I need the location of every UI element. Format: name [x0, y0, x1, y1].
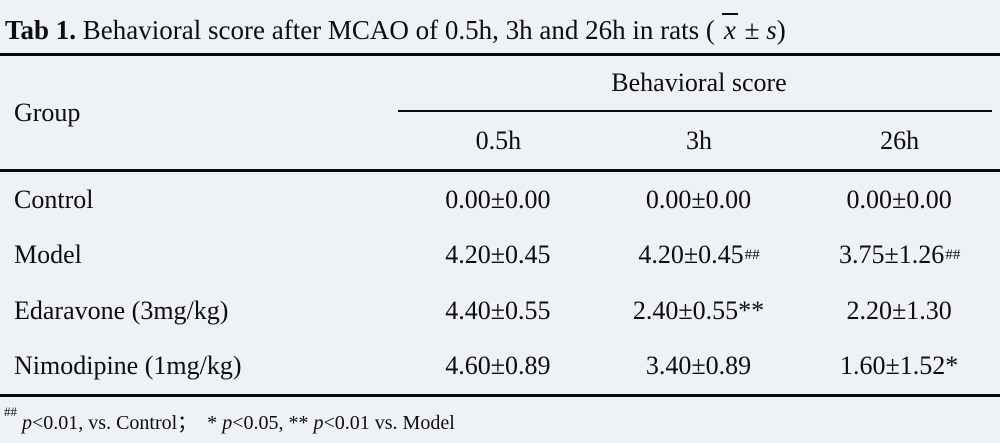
mean-symbol-xbar: x [721, 13, 738, 45]
score-cell: 4.40±0.55 [398, 283, 599, 339]
row-label: Edaravone (3mg/kg) [14, 295, 229, 325]
table-row-edaravone: Edaravone (3mg/kg) 4.40±0.55 2.40±0.55**… [0, 283, 1000, 339]
table-caption: Tab 1. Behavioral score after MCAO of 0.… [0, 0, 1000, 53]
caption-text: Behavioral score after MCAO of 0.5h, 3h … [76, 15, 715, 45]
spanner-rule [398, 110, 992, 112]
header-group-cell: Group [0, 56, 398, 169]
table-row-model: Model 4.20±0.45 4.20±0.45 ## 3.75±1.26 ## [0, 228, 1000, 284]
score-cell: 4.20±0.45 [398, 228, 599, 284]
p-symbol: p [222, 412, 233, 434]
score-value: 4.20±0.45 [445, 240, 551, 270]
table-row-control: Control 0.00±0.00 0.00±0.00 0.00±0.00 [0, 172, 1000, 228]
row-label: Model [14, 240, 82, 270]
score-value: 0.00±0.00 [445, 184, 551, 214]
row-label: Control [14, 184, 94, 214]
sd-symbol: s [766, 15, 777, 45]
score-value: 4.40±0.55 [445, 295, 551, 325]
top-rule [0, 53, 1000, 56]
header-col-3h: 3h [686, 125, 712, 155]
score-value: 2.40±0.55** [632, 295, 765, 325]
header-col-05h: 0.5h [475, 125, 522, 155]
bottom-rule [0, 394, 1000, 397]
score-cell: 4.60±0.89 [398, 339, 599, 395]
score-value: 2.20±1.30 [846, 295, 952, 325]
header-subcolumns: 0.5h 3h 26h [398, 112, 1000, 169]
score-cell: 0.00±0.00 [799, 172, 1000, 228]
p-symbol: p [313, 412, 324, 434]
caption-close-paren: ) [776, 15, 786, 45]
score-cell: 1.60±1.52* [799, 339, 1000, 395]
score-cell: 2.20±1.30 [799, 283, 1000, 339]
footnote-text: <0.01 vs. Model [323, 412, 455, 434]
header-span-label: Behavioral score [611, 68, 787, 97]
header-col-26h: 26h [880, 125, 920, 155]
table-label: Tab 1. [5, 15, 77, 45]
footnote-hash-sup: ## [4, 404, 17, 420]
score-cell: 4.20±0.45 ## [638, 240, 760, 270]
score-cell: 3.40±0.89 [599, 339, 800, 395]
header-score-section: Behavioral score 0.5h 3h 26h [398, 56, 1000, 169]
row-label: Nimodipine (1mg/kg) [14, 351, 242, 381]
table-footnote: ## p<0.01, vs. Control； * p<0.05, ** p<0… [0, 397, 1000, 435]
footnote-text: <0.05, ** [232, 412, 314, 434]
score-value: 0.00±0.00 [645, 184, 752, 214]
score-cell: 0.00±0.00 [599, 172, 800, 228]
score-cell: 2.40±0.55** [599, 283, 800, 339]
score-value: 3.40±0.89 [645, 351, 752, 381]
header-group-label: Group [14, 97, 81, 127]
table-body: Control 0.00±0.00 0.00±0.00 0.00±0.00 Mo… [0, 172, 1000, 394]
table-header: Group Behavioral score 0.5h 3h 26h [0, 56, 1000, 169]
footnote-text: <0.01, vs. Control； * [32, 412, 223, 434]
score-cell: 3.75±1.26 ## [839, 240, 961, 270]
score-value: 4.60±0.89 [445, 351, 551, 381]
p-symbol: p [22, 412, 32, 434]
plus-minus: ± [737, 15, 767, 45]
score-value: 1.60±1.52* [840, 351, 959, 381]
mid-rule [0, 169, 1000, 172]
table-row-nimodipine: Nimodipine (1mg/kg) 4.60±0.89 3.40±0.89 … [0, 339, 1000, 395]
score-cell: 0.00±0.00 [398, 172, 599, 228]
score-value: 3.75±1.26 [839, 240, 945, 270]
score-value: 4.20±0.45 [638, 240, 744, 270]
score-value: 0.00±0.00 [846, 184, 952, 214]
